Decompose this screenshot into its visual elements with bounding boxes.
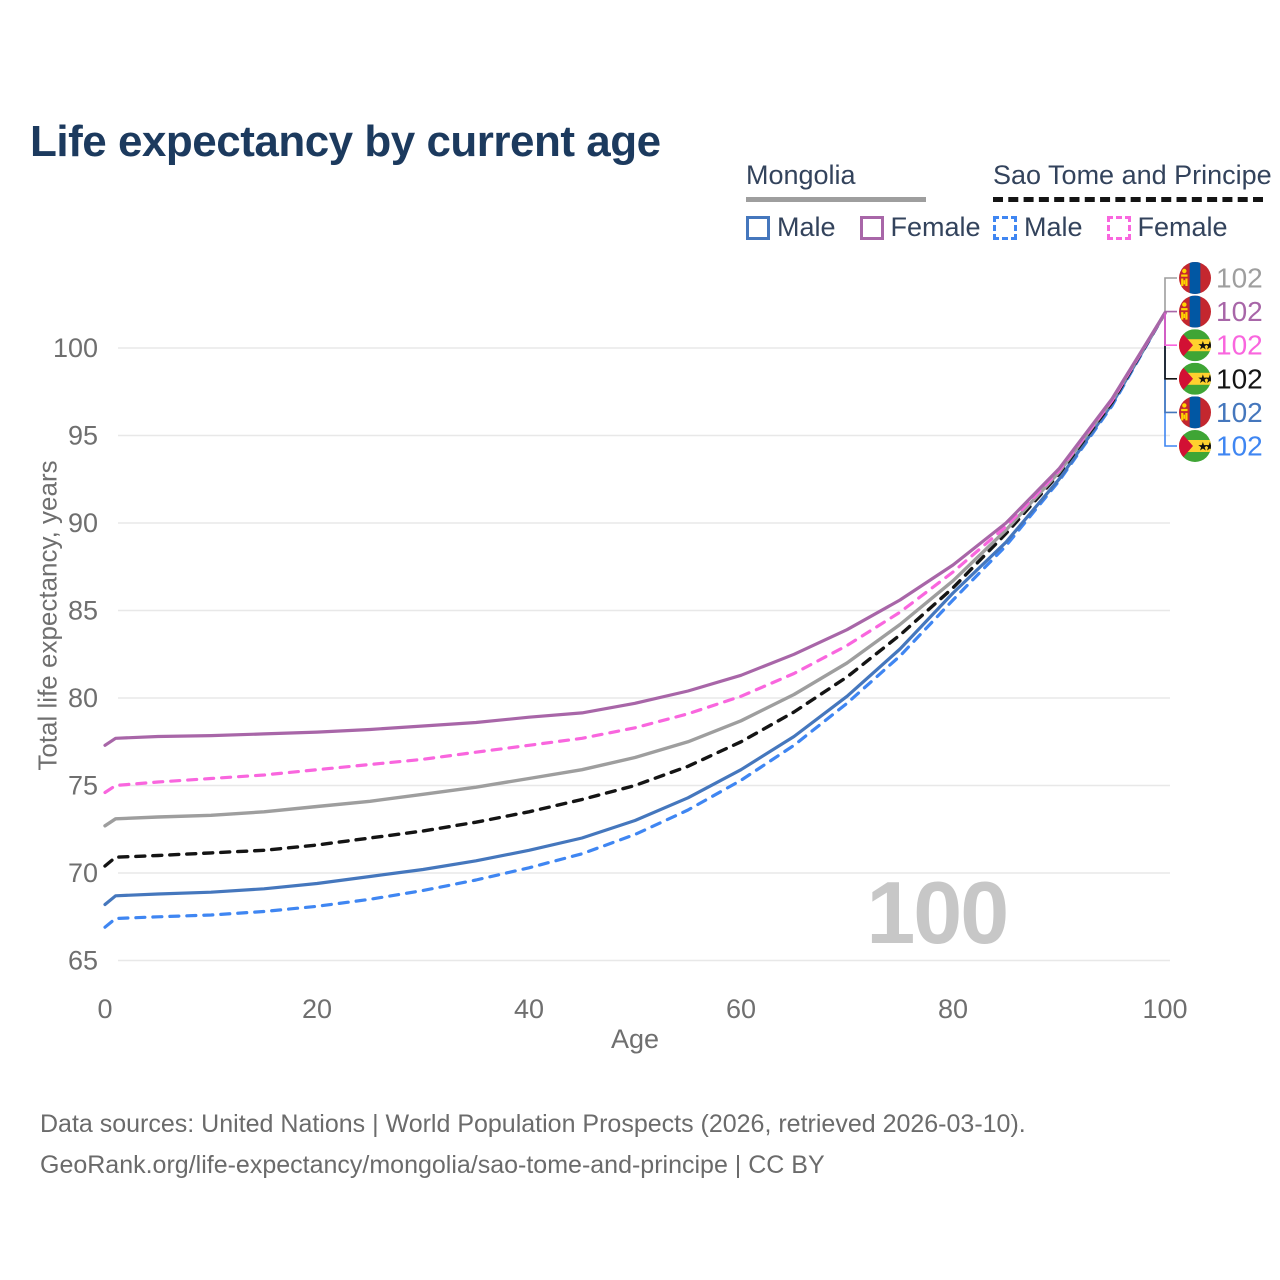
flag-icon-mongolia xyxy=(1179,295,1211,328)
y-tick-80: 80 xyxy=(68,683,98,713)
end-value-label-sao-tome-and-principe-female: 102 xyxy=(1216,330,1263,361)
legend-label-male: Male xyxy=(1024,212,1083,242)
flag-icon-mongolia xyxy=(1179,396,1211,429)
x-tick-100: 100 xyxy=(1142,994,1187,1024)
legend-label-female: Female xyxy=(1137,212,1228,242)
footer: Data sources: United Nations | World Pop… xyxy=(40,1104,1026,1186)
legend-label-male: Male xyxy=(777,212,836,242)
footer-data-sources: Data sources: United Nations | World Pop… xyxy=(40,1110,1026,1138)
series-line-sao-tome-and-principe xyxy=(103,311,1167,868)
legend-item-sao-tome-male[interactable]: Male xyxy=(993,212,1083,243)
x-tick-0: 0 xyxy=(97,994,112,1024)
y-tick-70: 70 xyxy=(68,858,98,888)
flag-icon-stp: ★★ xyxy=(1179,329,1216,362)
legend-swatch-mongolia-female xyxy=(859,215,884,240)
y-tick-85: 85 xyxy=(68,596,98,626)
series-line-sao-tome-and-principe-male xyxy=(103,311,1167,929)
end-value-label-mongolia: 102 xyxy=(1216,263,1263,294)
legend-item-mongolia-female[interactable]: Female xyxy=(859,212,981,243)
y-tick-75: 75 xyxy=(68,771,98,801)
x-tick-40: 40 xyxy=(514,994,544,1024)
star-icon: ★ xyxy=(1198,339,1209,353)
flag-icon-stp: ★★ xyxy=(1179,430,1216,462)
x-tick-80: 80 xyxy=(938,994,968,1024)
y-tick-65: 65 xyxy=(68,946,98,976)
y-axis-title: Total life expectancy, years xyxy=(32,460,63,771)
star-icon: ★ xyxy=(1198,372,1209,386)
legend-line-sample-solid xyxy=(746,197,926,202)
star-icon: ★ xyxy=(1205,372,1216,386)
legend-line-sample-dashed xyxy=(993,197,1263,202)
x-tick-20: 20 xyxy=(302,994,332,1024)
series-line-mongolia-female xyxy=(103,311,1167,747)
end-value-label-sao-tome-and-principe-male: 102 xyxy=(1216,431,1263,462)
star-icon: ★ xyxy=(1205,339,1216,353)
end-value-label-mongolia-male: 102 xyxy=(1216,397,1263,428)
series-line-sao-tome-and-principe-female xyxy=(103,311,1167,795)
y-tick-100: 100 xyxy=(53,333,98,363)
legend-group-mongolia: Mongolia Male Female xyxy=(746,160,981,243)
footer-url[interactable]: GeoRank.org/life-expectancy/mongolia/sao… xyxy=(40,1151,825,1179)
legend-swatch-sao-tome-female xyxy=(1106,215,1131,240)
series-line-mongolia xyxy=(103,311,1167,828)
y-tick-90: 90 xyxy=(68,508,98,538)
end-label-leader-4 xyxy=(1164,313,1177,414)
x-tick-60: 60 xyxy=(726,994,756,1024)
y-tick-95: 95 xyxy=(68,421,98,451)
flag-icon-stp: ★★ xyxy=(1179,362,1216,395)
end-value-label-sao-tome-and-principe: 102 xyxy=(1216,363,1263,394)
legend-group-sao-tome: Sao Tome and Principe Male Female xyxy=(993,160,1272,243)
chart-title: Life expectancy by current age xyxy=(30,117,661,167)
star-icon: ★ xyxy=(1205,439,1216,453)
flag-icon-mongolia xyxy=(1179,262,1211,294)
end-label-leader-0 xyxy=(1164,277,1177,313)
end-value-label-mongolia-female: 102 xyxy=(1216,296,1263,327)
end-label-leader-2 xyxy=(1164,313,1177,346)
x-axis-title: Age xyxy=(610,1024,660,1054)
star-icon: ★ xyxy=(1198,439,1209,453)
legend-country-mongolia[interactable]: Mongolia xyxy=(746,160,856,190)
legend-item-mongolia-male[interactable]: Male xyxy=(746,212,836,243)
legend-label-female: Female xyxy=(890,212,981,242)
legend-swatch-mongolia-male xyxy=(746,215,770,240)
legend-country-sao-tome[interactable]: Sao Tome and Principe xyxy=(993,160,1272,190)
series-line-mongolia-male xyxy=(103,311,1167,907)
end-label-leader-1 xyxy=(1164,310,1177,313)
legend-item-sao-tome-female[interactable]: Female xyxy=(1106,212,1228,243)
legend-swatch-sao-tome-male xyxy=(993,215,1017,240)
